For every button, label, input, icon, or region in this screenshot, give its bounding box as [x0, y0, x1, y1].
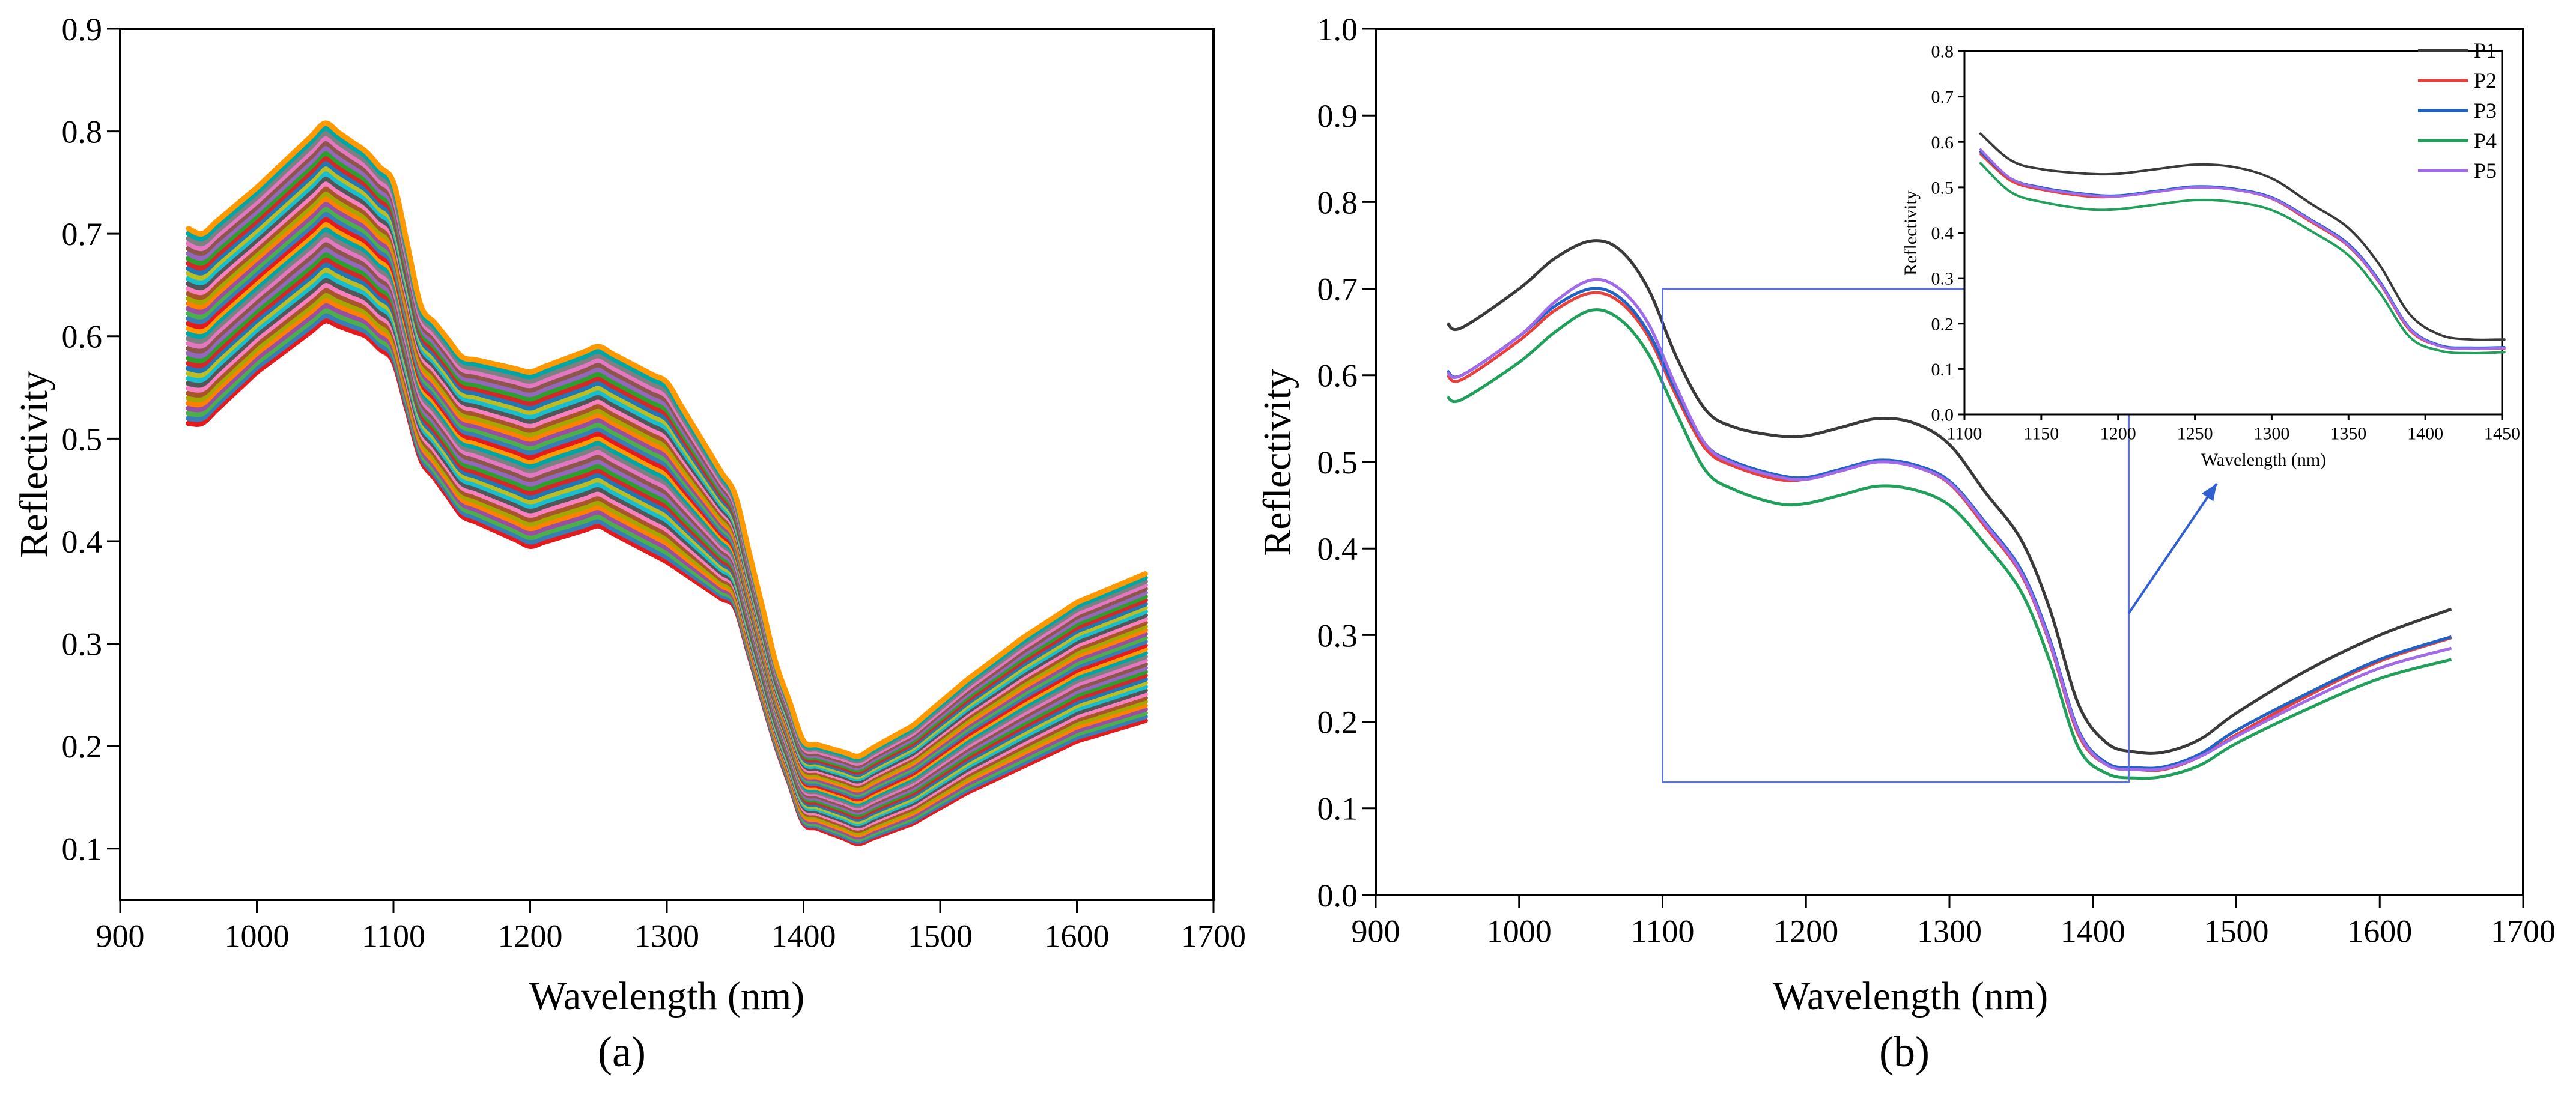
- y-axis-title-b: Reflectivity: [1256, 369, 1299, 556]
- legend-label-p4: P4: [2474, 129, 2497, 153]
- a-x-tick-label: 1700: [1181, 918, 1246, 954]
- a-y-tick-label: 0.4: [62, 524, 103, 560]
- b-x-tick-label: 1000: [1487, 914, 1552, 950]
- inset-x-tick-label: 1200: [2100, 424, 2136, 444]
- b-x-tick-label: 1400: [2061, 914, 2125, 950]
- inset-y-tick-label: 0.2: [1931, 314, 1954, 334]
- inset-frame: [1963, 50, 2503, 416]
- inset-y-tick-label: 0.5: [1931, 178, 1954, 198]
- inset-x-tick-label: 1250: [2177, 424, 2213, 444]
- inset-y-tick-label: 0.3: [1931, 269, 1954, 289]
- series-line-p1: [1446, 239, 2452, 755]
- legend: P1 P2 P3 P4 P5: [2418, 38, 2497, 183]
- inset-x-tick-label: 1350: [2330, 424, 2366, 444]
- a-y-tick-label: 0.1: [62, 831, 103, 867]
- b-x-tick-label: 1300: [1917, 914, 1982, 950]
- b-y-tick-label: 0.4: [1317, 531, 1358, 567]
- series-line-p3: [1446, 287, 2452, 770]
- x-axis-ticks-a: 900 1000 1100 1200 1300 1400 1500 1600 1700: [96, 900, 1246, 954]
- b-y-tick-label: 0.7: [1317, 271, 1358, 308]
- a-y-tick-label: 0.9: [62, 11, 103, 47]
- inset-line-p4: [1979, 161, 2506, 354]
- b-y-tick-label: 0.2: [1317, 705, 1358, 741]
- series-lines-b: [1446, 239, 2452, 780]
- zoom-box: [1662, 288, 2130, 784]
- inset-chart-b: 1100 1150 1200 1250 1300 1350 1400 1450 0.00.10…: [1901, 42, 2520, 470]
- b-y-tick-label: 0.8: [1317, 184, 1358, 220]
- b-y-tick-label: 0.3: [1317, 617, 1358, 654]
- a-x-tick-label: 1000: [225, 918, 290, 954]
- a-y-tick-label: 0.6: [62, 319, 103, 355]
- spectrum-line: [186, 120, 1148, 759]
- b-x-tick-label: 900: [1352, 914, 1400, 950]
- x-axis-ticks-b: 900 1000 1100 1200 1300 1400 1500 1600 1700: [1352, 895, 2556, 950]
- legend-label-p2: P2: [2474, 68, 2497, 93]
- a-y-tick-label: 0.5: [62, 421, 103, 457]
- legend-label-p1: P1: [2474, 38, 2497, 62]
- series-line-p4: [1447, 308, 2452, 780]
- inset-x-tick-label: 1400: [2407, 424, 2443, 444]
- series-lines-a: [186, 120, 1148, 846]
- a-x-tick-label: 1100: [362, 918, 425, 954]
- a-x-tick-label: 1400: [771, 918, 836, 954]
- b-y-tick-label: 1.0: [1317, 11, 1358, 47]
- x-axis-title-b: Wavelength (nm): [1773, 974, 2048, 1018]
- inset-series-lines: [1979, 132, 2506, 354]
- inset-y-tick-label: 0.7: [1931, 87, 1954, 107]
- chart-panel-b: 900 1000 1100 1200 1300 1400 1500 1600 1700 0.00…: [1256, 11, 2556, 1076]
- b-y-tick-label: 0.6: [1317, 358, 1358, 394]
- inset-y-axis-ticks: 0.0 0.1 0.2 0.3 0.4 0.5 0.6 0.7 0.8: [1931, 42, 1964, 425]
- inset-y-tick-label: 0.1: [1931, 360, 1954, 380]
- inset-x-tick-label: 1300: [2253, 424, 2289, 444]
- a-x-tick-label: 1200: [498, 918, 563, 954]
- a-y-tick-label: 0.7: [62, 216, 103, 252]
- b-y-tick-label: 0.1: [1317, 791, 1358, 827]
- x-axis-title-a: Wavelength (nm): [529, 974, 804, 1018]
- inset-y-axis-title: Reflectivity: [1901, 190, 1921, 276]
- inset-x-tick-label: 1450: [2484, 424, 2520, 444]
- legend-label-p3: P3: [2474, 99, 2497, 123]
- b-x-tick-label: 1600: [2347, 914, 2412, 950]
- spectrum-line: [186, 318, 1148, 846]
- inset-line-p1: [1979, 132, 2506, 341]
- inset-x-axis-title: Wavelength (nm): [2201, 450, 2326, 470]
- a-y-tick-label: 0.8: [62, 114, 103, 150]
- inset-line-p5: [1979, 148, 2506, 350]
- inset-y-tick-label: 0.8: [1931, 42, 1954, 62]
- panel-label-b: (b): [1879, 1028, 1930, 1076]
- b-y-tick-label: 0.5: [1317, 444, 1358, 481]
- b-y-tick-label: 0.0: [1317, 878, 1358, 914]
- a-x-tick-label: 1600: [1045, 918, 1110, 954]
- b-x-tick-label: 1500: [2204, 914, 2269, 950]
- legend-label-p5: P5: [2474, 159, 2497, 183]
- inset-x-axis-ticks: 1100 1150 1200 1250 1300 1350 1400 1450: [1947, 414, 2520, 444]
- inset-y-tick-label: 0.6: [1931, 133, 1954, 153]
- b-x-tick-label: 1700: [2491, 914, 2556, 950]
- chart-panel-a: 900 1000 1100 1200 1300 1400 1500 1600 1700 0.10…: [12, 11, 1246, 1076]
- a-y-tick-label: 0.3: [62, 626, 103, 662]
- b-y-tick-label: 0.9: [1317, 98, 1358, 134]
- inset-x-tick-label: 1100: [1947, 424, 1982, 444]
- zoom-arrow: [2127, 482, 2218, 614]
- y-axis-ticks-b: 0.0 0.1 0.2 0.3 0.4 0.5 0.6 0.7 0.8 0.9 1.0: [1317, 11, 1376, 914]
- y-axis-title-a: Reflectivity: [12, 371, 56, 558]
- b-x-tick-label: 1100: [1631, 914, 1695, 950]
- inset-y-tick-label: 0.4: [1931, 223, 1954, 243]
- panel-label-a: (a): [598, 1028, 646, 1076]
- b-x-tick-label: 1200: [1773, 914, 1838, 950]
- a-x-tick-label: 1300: [634, 918, 699, 954]
- a-x-tick-label: 1500: [908, 918, 973, 954]
- y-axis-ticks-a: 0.1 0.2 0.3 0.4 0.5 0.6 0.7 0.8 0.9: [62, 11, 120, 867]
- zoom-arrowhead: [2201, 484, 2217, 502]
- a-x-tick-label: 900: [96, 918, 145, 954]
- series-line-p5: [1447, 278, 2452, 772]
- a-y-tick-label: 0.2: [62, 729, 103, 765]
- inset-y-tick-label: 0.0: [1931, 405, 1954, 425]
- zoom-region-b: [1662, 288, 2218, 784]
- inset-x-tick-label: 1150: [2023, 424, 2059, 444]
